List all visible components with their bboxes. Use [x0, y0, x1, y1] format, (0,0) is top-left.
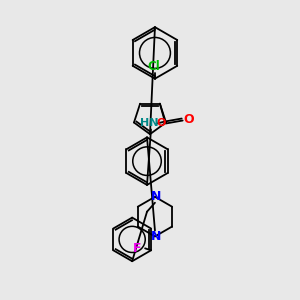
- Text: N: N: [151, 190, 161, 203]
- Text: HN: HN: [140, 118, 158, 128]
- Text: O: O: [156, 118, 166, 128]
- Text: Cl: Cl: [148, 60, 160, 73]
- Text: F: F: [133, 242, 141, 255]
- Text: N: N: [151, 230, 161, 243]
- Text: O: O: [183, 113, 194, 126]
